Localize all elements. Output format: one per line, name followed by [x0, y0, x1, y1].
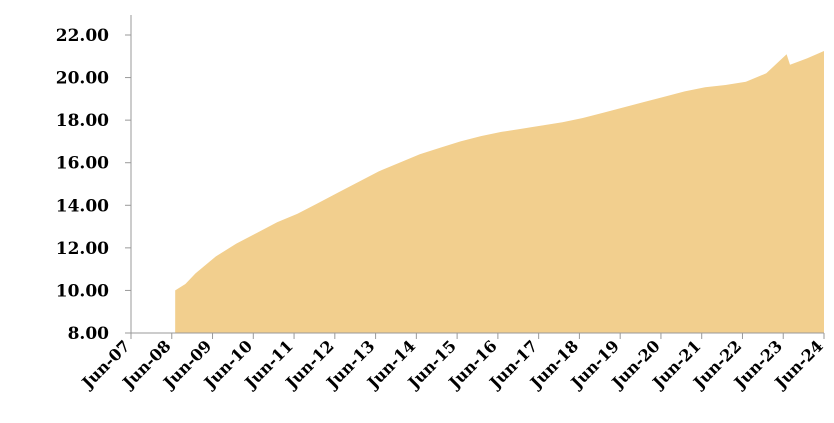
- area-series: [175, 51, 825, 333]
- y-tick-label: 12.00: [56, 239, 109, 259]
- y-tick-label: 22.00: [56, 26, 109, 46]
- y-tick-label: 10.00: [56, 281, 109, 301]
- y-tick-label: 16.00: [56, 154, 109, 174]
- y-tick-label: 18.00: [56, 111, 109, 131]
- y-tick-label: 14.00: [56, 196, 109, 216]
- y-axis-ticks: 8.00 10.00 12.00 14.00 16.00 18.00 20.00 22.00: [56, 26, 131, 344]
- x-axis-ticks: Jun-07Jun-08Jun-09Jun-10Jun-11Jun-12Jun-…: [77, 333, 827, 393]
- y-tick-label: 8.00: [68, 324, 110, 344]
- y-tick-label: 20.00: [56, 69, 109, 89]
